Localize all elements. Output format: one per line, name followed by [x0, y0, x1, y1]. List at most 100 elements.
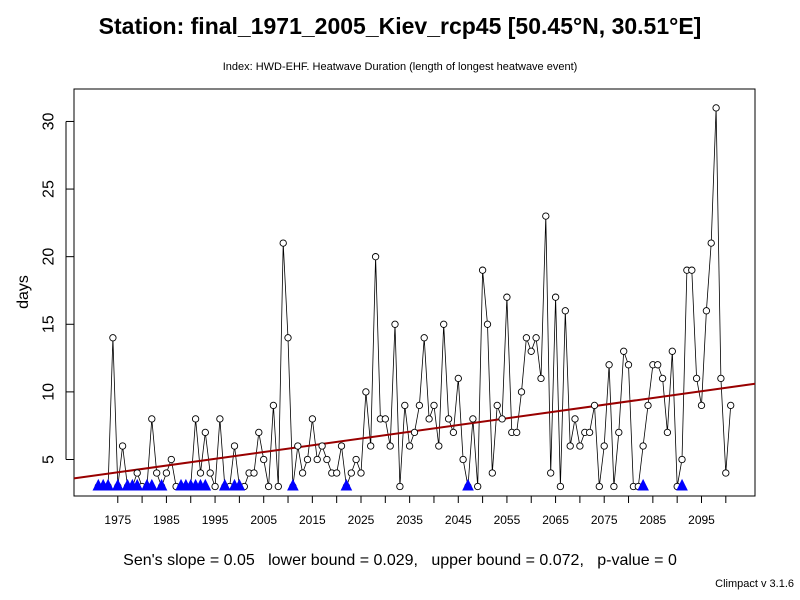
data-point	[532, 334, 540, 342]
data-point	[722, 469, 730, 477]
data-point	[449, 428, 458, 437]
data-point	[478, 266, 487, 274]
data-point	[469, 415, 477, 423]
zero-marker-triangle	[199, 478, 212, 491]
data-point	[702, 307, 711, 315]
data-point	[571, 415, 579, 423]
zero-marker-triangle	[111, 478, 124, 491]
data-point	[425, 415, 433, 423]
version-label: Climpact v 3.1.6	[715, 578, 794, 590]
zero-marker-triangle	[287, 478, 299, 491]
data-point	[556, 482, 565, 491]
data-point	[318, 442, 326, 450]
data-point	[517, 388, 526, 396]
zero-marker-triangle	[340, 478, 353, 491]
x-tick-label: 2085	[639, 513, 666, 527]
x-tick-label: 2055	[494, 513, 521, 527]
data-point	[323, 455, 331, 464]
data-point	[269, 401, 278, 410]
data-point	[717, 374, 725, 383]
data-point	[498, 415, 506, 423]
data-point	[118, 442, 127, 450]
zero-marker-triangle	[146, 478, 158, 491]
data-point	[405, 442, 414, 450]
zero-marker-triangle	[218, 478, 231, 491]
data-point	[590, 401, 599, 410]
x-tick-label: 2035	[396, 513, 423, 527]
chart-subtitle: Index: HWD-EHF. Heatwave Duration (lengt…	[222, 61, 578, 73]
data-point	[362, 388, 370, 396]
data-point	[503, 293, 511, 301]
data-point	[294, 442, 302, 450]
data-point	[391, 320, 399, 328]
data-point	[697, 401, 706, 410]
data-point	[255, 428, 263, 437]
data-point	[454, 374, 462, 383]
data-point	[148, 415, 156, 423]
data-point	[250, 469, 258, 477]
data-point	[109, 334, 117, 342]
zero-marker-triangle	[155, 478, 168, 491]
data-point	[488, 469, 496, 477]
y-tick-label: 10	[41, 383, 58, 401]
data-point	[527, 347, 535, 355]
zero-marker-triangle	[462, 478, 474, 491]
data-point	[688, 266, 696, 274]
x-tick-label: 2025	[348, 513, 375, 527]
data-point	[298, 469, 307, 477]
zero-marker-triangle	[233, 478, 246, 491]
data-point	[707, 239, 715, 247]
x-tick-label: 1985	[153, 513, 180, 527]
data-point	[435, 442, 443, 450]
data-point	[610, 482, 618, 491]
data-point	[206, 469, 214, 477]
x-tick-label: 1975	[104, 513, 131, 527]
data-point	[191, 415, 200, 423]
x-tick-label: 2045	[445, 513, 472, 527]
data-point	[347, 469, 355, 477]
y-axis-label: days	[15, 275, 32, 309]
data-point	[196, 469, 205, 477]
data-point	[440, 320, 448, 328]
data-point	[274, 482, 282, 491]
data-point	[639, 442, 647, 450]
x-tick-label: 2005	[250, 513, 277, 527]
x-tick-label: 2075	[591, 513, 618, 527]
plot-frame	[73, 88, 756, 497]
data-point	[522, 334, 531, 342]
data-point	[615, 428, 623, 437]
data-point	[352, 455, 360, 464]
y-tick-label: 20	[41, 248, 58, 266]
data-point	[415, 401, 424, 410]
data-point	[566, 442, 574, 450]
data-point	[420, 334, 428, 342]
data-point	[600, 442, 608, 450]
data-point	[620, 347, 628, 355]
x-tick-label: 2015	[299, 513, 326, 527]
data-point	[678, 455, 686, 464]
data-point	[201, 428, 209, 437]
data-point	[284, 334, 292, 342]
data-point	[576, 442, 584, 450]
y-tick-label: 30	[41, 112, 58, 130]
x-tick-label: 1995	[202, 513, 229, 527]
y-tick-label: 25	[41, 180, 58, 198]
data-point	[444, 415, 453, 423]
data-point	[401, 401, 409, 410]
data-point	[605, 361, 613, 369]
data-point	[167, 455, 175, 464]
data-point	[162, 469, 171, 477]
data-point	[459, 455, 467, 464]
data-point	[313, 455, 321, 464]
data-point	[654, 361, 662, 369]
data-point	[663, 428, 672, 437]
data-point	[668, 347, 676, 355]
data-point	[337, 442, 346, 450]
zero-marker-triangle	[637, 478, 649, 491]
data-point	[381, 415, 389, 423]
zero-marker-triangle	[102, 478, 114, 491]
data-point	[260, 455, 268, 464]
data-point	[513, 428, 521, 437]
data-point	[230, 442, 239, 450]
